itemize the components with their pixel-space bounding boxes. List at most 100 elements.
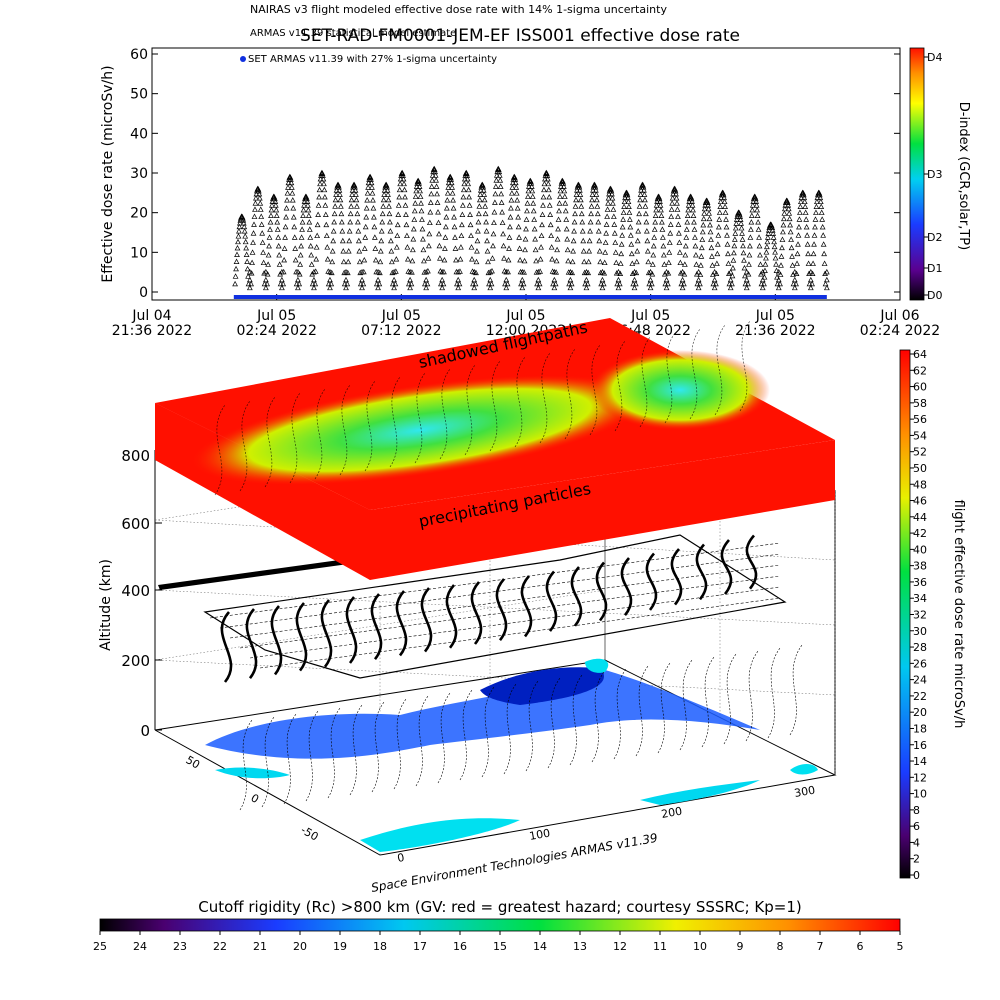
dose-rate-point: [482, 210, 489, 217]
dose-rate-point: [801, 198, 808, 205]
dose-rate-point: [252, 206, 258, 212]
dose-rate-point: [624, 190, 630, 196]
dose-rate-point: [429, 177, 436, 183]
dose-rate-point: [269, 202, 275, 208]
dose-rate-point: [739, 236, 746, 242]
dose-rate-point: [311, 276, 317, 283]
dose-rate-point: [383, 182, 390, 188]
dose-rate-point: [698, 244, 705, 251]
slab-track: [514, 356, 526, 448]
dose-rate-point: [649, 271, 656, 277]
dose-rate-point: [397, 175, 404, 182]
dose-rate-point: [522, 236, 529, 242]
dose-rate-point: [395, 211, 402, 217]
dose-rate-point: [547, 221, 554, 228]
dose-rate-point: [763, 249, 770, 255]
dose-rate-point: [648, 280, 655, 287]
dose-rate-tick-label: 38: [913, 560, 927, 573]
dose-rate-point: [467, 211, 473, 217]
dose-rate-point: [660, 242, 667, 249]
dose-rate-point: [501, 255, 507, 261]
dose-rate-point: [594, 210, 601, 217]
dose-rate-point: [529, 193, 536, 199]
ground-track: [547, 677, 561, 769]
dose-rate-point: [729, 280, 735, 287]
dose-rate-point: [407, 276, 414, 283]
dose-rate-point: [527, 178, 534, 184]
dose-rate-point: [369, 184, 375, 190]
dose-rate-point: [306, 219, 313, 225]
dose-rate-point: [659, 234, 666, 240]
dose-rate-point: [273, 212, 280, 218]
dose-rate-point: [789, 262, 796, 268]
ground-track: [701, 656, 715, 748]
dose-rate-point: [667, 221, 674, 227]
dose-rate-point: [321, 193, 328, 200]
dose-rate-point: [261, 270, 267, 276]
dose-rate-point: [459, 221, 465, 228]
dose-rate-point: [434, 190, 440, 197]
dose-rate-point: [551, 276, 558, 283]
dose-rate-point: [477, 191, 484, 197]
dose-rate-point: [775, 276, 782, 283]
dose-rate-point: [691, 226, 698, 232]
dose-rate-point: [577, 196, 584, 203]
dose-rate-point: [626, 203, 632, 209]
dose-rate-point: [435, 219, 442, 226]
dose-rate-point: [704, 199, 711, 206]
dose-rate-point: [473, 269, 479, 276]
dose-rate-point: [772, 255, 779, 261]
dose-rate-point: [644, 248, 651, 254]
dose-rate-point: [695, 268, 702, 275]
dose-rate-point: [711, 276, 718, 283]
dose-rate-point: [359, 284, 365, 291]
dose-rate-point: [329, 248, 336, 254]
dose-rate-point: [620, 216, 627, 222]
dose-rate-point: [466, 202, 473, 208]
dose-rate-point: [718, 194, 725, 201]
dose-rate-point: [437, 255, 443, 261]
ground-track: [679, 659, 693, 751]
dose-rate-point: [552, 280, 559, 287]
dose-rate-point: [740, 242, 746, 249]
dose-rate-point: [451, 214, 457, 220]
dose-rate-point: [743, 284, 750, 291]
dose-rate-point: [525, 187, 532, 194]
grid-line: [154, 659, 836, 696]
dose-rate-tick-label: 56: [913, 413, 927, 426]
dose-rate-point: [321, 180, 327, 187]
armas-model-legend-line: ARMAS v11.39 statistical model estimate: [250, 28, 456, 39]
dose-rate-point: [702, 202, 709, 208]
dose-rate-point: [481, 196, 488, 203]
dose-rate-point: [555, 216, 562, 222]
dose-rate-point: [802, 209, 809, 215]
dose-rate-point: [372, 245, 379, 251]
dose-rate-point: [724, 241, 731, 247]
dose-rate-point: [819, 216, 826, 222]
dose-rate-point: [434, 199, 441, 205]
slab-track: [339, 384, 351, 476]
dose-rate-point: [618, 250, 625, 257]
dose-rate-point: [338, 218, 345, 225]
dose-rate-point: [672, 186, 678, 192]
dose-rate-point: [773, 267, 780, 273]
dose-rate-point: [314, 221, 321, 228]
dose-rate-point: [610, 206, 617, 212]
dose-rate-point: [731, 242, 738, 249]
dose-rate-point: [611, 230, 618, 236]
dose-rate-point: [683, 226, 690, 232]
dose-rate-point: [642, 196, 648, 203]
dose-rate-point: [540, 202, 546, 208]
orbit-track: [345, 596, 358, 664]
d-index-tick-label: D0: [927, 289, 942, 302]
dose-rate-point: [790, 271, 796, 277]
dose-rate-point: [432, 172, 439, 178]
dose-rate-point: [288, 179, 295, 186]
dose-rate-point: [521, 257, 528, 264]
dose-rate-point: [780, 221, 787, 228]
dose-rate-point: [404, 256, 411, 262]
dose-rate-point: [483, 228, 490, 234]
dose-rate-point: [603, 221, 610, 227]
dose-rate-slab: shadowed flightpaths precipitating parti…: [155, 318, 835, 580]
dose-rate-point: [811, 232, 818, 238]
